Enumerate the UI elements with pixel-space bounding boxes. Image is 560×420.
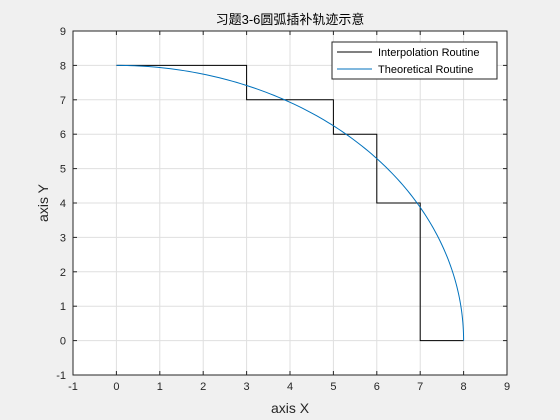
x-tick-label: 1 xyxy=(157,381,163,393)
y-tick-label: 4 xyxy=(60,198,66,210)
y-tick-label: 7 xyxy=(60,95,66,107)
y-tick-label: 2 xyxy=(60,267,66,279)
x-tick-label: 3 xyxy=(244,381,250,393)
x-tick-label: 5 xyxy=(330,381,336,393)
y-tick-label: 3 xyxy=(60,232,66,244)
x-tick-label: 2 xyxy=(200,381,206,393)
x-tick-label: 6 xyxy=(374,381,380,393)
y-tick-label: 1 xyxy=(60,301,66,313)
x-tick-label: 9 xyxy=(504,381,510,393)
series-layer xyxy=(116,64,465,342)
ticks: -1 0 1 2 3 4 5 6 7 8 9 -1 0 1 2 3 4 5 6 7 8 9 xyxy=(56,26,510,393)
x-tick-label: -1 xyxy=(68,381,78,393)
x-tick-label: 7 xyxy=(417,381,423,393)
legend-box xyxy=(331,41,498,80)
y-tick-label: 6 xyxy=(60,129,66,141)
legend-label-interpolation: Interpolation Routine xyxy=(378,47,480,59)
x-tick-label: 4 xyxy=(287,381,293,393)
series-line-interpolation xyxy=(116,64,464,342)
x-axis-label: axis X xyxy=(271,400,310,416)
x-tick-label: 0 xyxy=(113,381,119,393)
y-tick-label: 0 xyxy=(60,336,66,348)
series-line-theoretical xyxy=(116,64,465,341)
legend: Interpolation Routine Theoretical Routin… xyxy=(331,41,498,80)
y-axis-label: axis Y xyxy=(35,183,51,222)
legend-label-theoretical: Theoretical Routine xyxy=(378,64,473,76)
y-tick-label: 5 xyxy=(60,164,66,176)
y-tick-label: -1 xyxy=(56,370,66,382)
chart-title: 习题3-6圆弧插补轨迹示意 xyxy=(216,12,365,27)
y-tick-label: 9 xyxy=(60,26,66,38)
y-tick-label: 8 xyxy=(60,60,66,72)
x-tick-label: 8 xyxy=(461,381,467,393)
